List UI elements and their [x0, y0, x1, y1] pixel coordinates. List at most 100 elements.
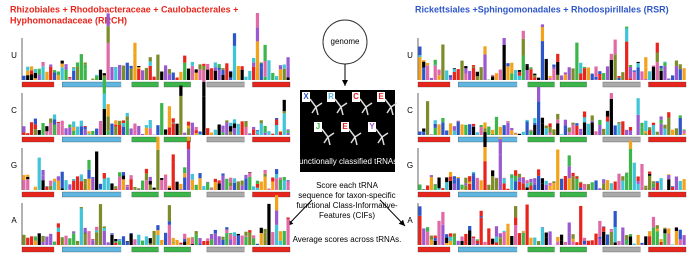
logo-letter	[571, 68, 575, 73]
logo-letter	[536, 77, 541, 80]
logo-letter	[282, 230, 286, 245]
logo-letter	[232, 33, 237, 46]
structure-bar	[163, 246, 191, 253]
logo-letter	[183, 177, 187, 190]
logo-letter	[571, 241, 575, 245]
logo-letter	[68, 78, 72, 80]
logo-letter	[510, 130, 514, 135]
logo-letter	[60, 188, 64, 190]
logo-letter	[471, 66, 476, 68]
logo-letter	[60, 237, 64, 238]
logo-letter	[590, 186, 594, 190]
logo-letter	[286, 66, 290, 78]
logo-letter	[45, 71, 49, 80]
logo-letter	[79, 219, 83, 245]
logo-letter	[506, 227, 510, 234]
logo-letter	[586, 67, 590, 80]
logo-letter	[240, 66, 244, 70]
logo-letter	[163, 65, 168, 80]
logo-letter	[183, 132, 187, 135]
logo-letter	[548, 123, 552, 128]
logo-letter	[83, 232, 87, 234]
logo-letter	[571, 238, 575, 242]
logo-letter	[667, 112, 671, 118]
logo-letter	[137, 67, 141, 69]
logo-letter	[121, 120, 126, 123]
logo-letter	[190, 184, 194, 190]
structure-bar	[54, 137, 63, 142]
logo-letter	[648, 130, 652, 135]
logo-letter	[529, 182, 533, 186]
structure-bar	[131, 136, 159, 143]
logo-letter	[625, 172, 629, 179]
logo-letter	[271, 72, 275, 80]
logo-letter	[655, 231, 659, 245]
logo-letter	[540, 27, 545, 42]
logo-letter	[670, 75, 675, 80]
structure-bar	[206, 136, 245, 143]
logo-letter	[95, 226, 99, 231]
structure-bar	[54, 82, 63, 87]
final-text: Average scores across tRNAs.	[293, 235, 402, 244]
logo-letter	[429, 175, 434, 177]
logo-letter	[640, 242, 644, 245]
logo-letter	[556, 74, 560, 80]
logo-letter	[559, 240, 564, 245]
logo-letter	[144, 67, 149, 80]
logo-letter	[259, 181, 263, 190]
logo-letter	[83, 129, 87, 135]
class-letter: X	[303, 92, 309, 101]
logo-letter	[556, 113, 560, 120]
logo-letter	[563, 128, 568, 135]
logo-letter	[468, 71, 472, 80]
logo-letter	[575, 123, 579, 126]
logo-letter	[52, 70, 57, 73]
logo-letter	[240, 121, 244, 135]
logo-letter	[517, 71, 522, 76]
structure-bar	[450, 247, 459, 252]
logo-letter	[83, 126, 87, 130]
structure-bar	[54, 247, 63, 252]
structure-bar	[131, 191, 159, 198]
logo-letter	[663, 61, 667, 63]
logo-letter	[114, 66, 118, 80]
logo-letter	[655, 181, 659, 183]
logo-letter	[87, 178, 91, 190]
logo-letter	[525, 180, 529, 184]
logo-letter	[41, 61, 45, 67]
logo-letter	[121, 179, 126, 190]
logo-letter	[448, 171, 453, 177]
logo-letter	[221, 68, 225, 70]
logo-letter	[456, 178, 460, 190]
structure-bar	[458, 191, 518, 198]
logo-letter	[663, 229, 667, 234]
logo-letter	[274, 224, 279, 245]
logo-letter	[217, 180, 221, 184]
logo-letter	[255, 27, 260, 42]
trna-icon	[384, 98, 398, 116]
logo-letter	[45, 126, 49, 132]
logo-letter	[648, 231, 652, 237]
logo-letter	[190, 65, 194, 80]
logo-letter	[274, 169, 279, 175]
logo-letter	[255, 183, 260, 188]
logo-letter	[160, 103, 164, 135]
logo-letter	[521, 131, 525, 135]
arrow	[286, 199, 313, 227]
logo-letter	[441, 117, 445, 123]
structure-bar	[640, 82, 649, 87]
logo-letter	[651, 183, 656, 188]
logo-letter	[540, 227, 545, 228]
logo-letter	[452, 176, 456, 180]
logo-letter	[163, 174, 168, 175]
logo-letter	[487, 233, 491, 245]
logo-letter	[213, 229, 217, 234]
logo-letter	[525, 119, 529, 122]
class-letter: C	[353, 92, 359, 101]
logo-letter	[79, 208, 83, 220]
logo-letter	[183, 173, 187, 178]
logo-letter	[670, 244, 675, 245]
logo-letter	[186, 121, 191, 126]
logo-letter	[60, 120, 64, 126]
logo-letter	[255, 243, 260, 245]
